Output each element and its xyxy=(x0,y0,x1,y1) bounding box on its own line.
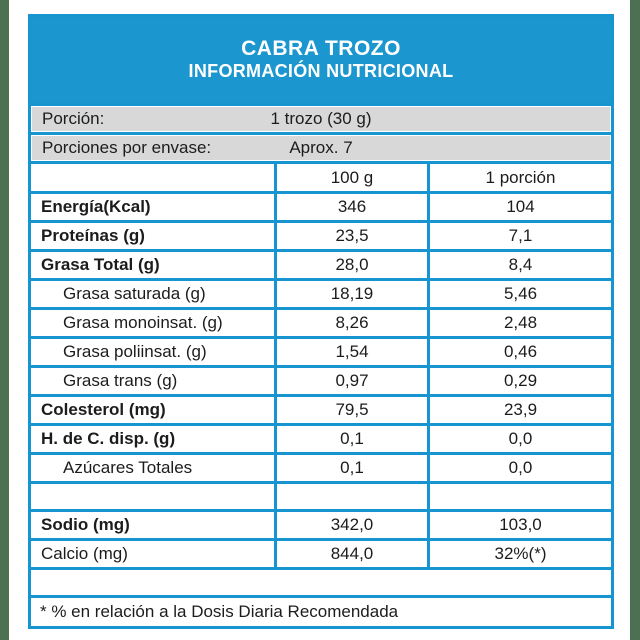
table-row-saturated-fat: Grasa saturada (g) 18,19 5,46 xyxy=(31,281,611,307)
portion-value: 1 trozo (30 g) xyxy=(270,109,372,128)
table-row-energy: Energía(Kcal) 346 104 xyxy=(31,194,611,220)
servings-per-pack-row: Porciones por envase: Aprox. 7 xyxy=(31,135,611,161)
row-label: Calcio (mg) xyxy=(31,541,274,567)
table-row-protein: Proteínas (g) 23,5 7,1 xyxy=(31,223,611,249)
row-value-100g: 0,1 xyxy=(277,426,427,452)
blank-spacer-row xyxy=(31,570,611,595)
footnote-row: * % en relación a la Dosis Diaria Recome… xyxy=(31,598,611,626)
row-value-portion: 0,46 xyxy=(430,339,611,365)
table-subtitle: INFORMACIÓN NUTRICIONAL xyxy=(188,61,454,82)
footnote-text: * % en relación a la Dosis Diaria Recome… xyxy=(40,602,399,621)
row-label: Grasa trans (g) xyxy=(31,368,274,394)
row-value-portion: 7,1 xyxy=(430,223,611,249)
row-value-portion: 0,0 xyxy=(430,426,611,452)
row-value-100g xyxy=(277,484,427,509)
row-label: Sodio (mg) xyxy=(31,512,274,538)
nutrition-table: CABRA TROZO INFORMACIÓN NUTRICIONAL Porc… xyxy=(28,14,614,629)
row-label xyxy=(31,484,274,509)
product-title: CABRA TROZO xyxy=(241,37,401,61)
row-label: Grasa monoinsat. (g) xyxy=(31,310,274,336)
row-label: H. de C. disp. (g) xyxy=(31,426,274,452)
servings-per-pack-label: Porciones por envase: xyxy=(42,138,212,157)
table-row-calcium: Calcio (mg) 844,0 32%(*) xyxy=(31,541,611,567)
row-value-100g: 844,0 xyxy=(277,541,427,567)
table-row-total-sugars: Azúcares Totales 0,1 0,0 xyxy=(31,455,611,481)
column-header-empty xyxy=(31,164,274,191)
package-edge-left xyxy=(0,0,9,640)
table-row-sodium: Sodio (mg) 342,0 103,0 xyxy=(31,512,611,538)
row-value-100g: 0,1 xyxy=(277,455,427,481)
row-label: Proteínas (g) xyxy=(31,223,274,249)
row-value-portion: 32%(*) xyxy=(430,541,611,567)
row-value-100g: 342,0 xyxy=(277,512,427,538)
row-label: Azúcares Totales xyxy=(31,455,274,481)
row-value-portion: 0,0 xyxy=(430,455,611,481)
portion-label: Porción: xyxy=(42,109,105,128)
row-value-100g: 18,19 xyxy=(277,281,427,307)
servings-per-pack-value: Aprox. 7 xyxy=(289,138,353,157)
table-row-total-fat: Grasa Total (g) 28,0 8,4 xyxy=(31,252,611,278)
row-value-100g: 8,26 xyxy=(277,310,427,336)
package-edge-right xyxy=(630,0,640,640)
column-header-portion: 1 porción xyxy=(430,164,611,191)
row-value-100g: 23,5 xyxy=(277,223,427,249)
row-label: Energía(Kcal) xyxy=(31,194,274,220)
row-label: Grasa Total (g) xyxy=(31,252,274,278)
row-value-portion: 2,48 xyxy=(430,310,611,336)
table-row-cholesterol: Colesterol (mg) 79,5 23,9 xyxy=(31,397,611,423)
row-value-portion: 5,46 xyxy=(430,281,611,307)
row-value-portion: 0,29 xyxy=(430,368,611,394)
row-value-portion: 8,4 xyxy=(430,252,611,278)
row-value-100g: 79,5 xyxy=(277,397,427,423)
row-value-100g: 346 xyxy=(277,194,427,220)
row-value-100g: 28,0 xyxy=(277,252,427,278)
table-row-polyunsat-fat: Grasa poliinsat. (g) 1,54 0,46 xyxy=(31,339,611,365)
row-value-100g: 1,54 xyxy=(277,339,427,365)
table-row-trans-fat: Grasa trans (g) 0,97 0,29 xyxy=(31,368,611,394)
row-value-portion: 103,0 xyxy=(430,512,611,538)
row-value-portion xyxy=(430,484,611,509)
row-value-portion: 104 xyxy=(430,194,611,220)
table-row-spacer xyxy=(31,484,611,509)
row-label: Grasa poliinsat. (g) xyxy=(31,339,274,365)
column-header-row: 100 g 1 porción xyxy=(31,164,611,191)
table-row-monounsat-fat: Grasa monoinsat. (g) 8,26 2,48 xyxy=(31,310,611,336)
table-row-carbohydrates: H. de C. disp. (g) 0,1 0,0 xyxy=(31,426,611,452)
row-label: Grasa saturada (g) xyxy=(31,281,274,307)
row-label: Colesterol (mg) xyxy=(31,397,274,423)
column-header-100g: 100 g xyxy=(277,164,427,191)
row-value-portion: 23,9 xyxy=(430,397,611,423)
table-header: CABRA TROZO INFORMACIÓN NUTRICIONAL xyxy=(31,17,611,103)
portion-row: Porción: 1 trozo (30 g) xyxy=(31,106,611,132)
row-value-100g: 0,97 xyxy=(277,368,427,394)
